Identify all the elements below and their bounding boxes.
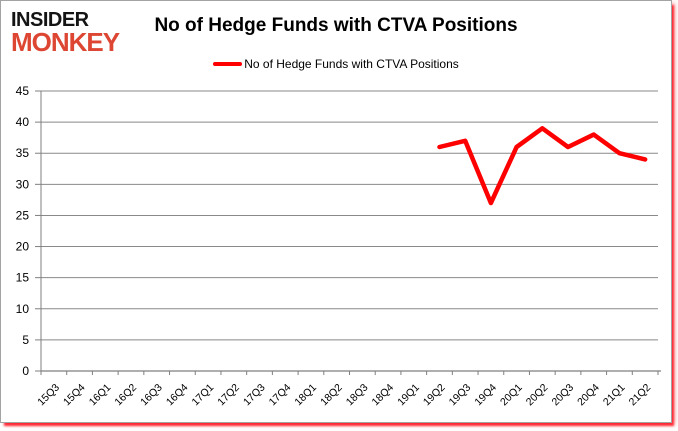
x-tick-label: 18Q2 [318,382,345,409]
x-tick-label: 18Q3 [344,382,371,409]
svg-text:0: 0 [22,364,29,378]
chart-title: No of Hedge Funds with CTVA Positions [154,15,518,36]
chart-card: INSIDER MONKEY No of Hedge Funds with CT… [0,0,672,423]
logo-text-insider: INSIDER [11,9,89,31]
x-tick-label: 16Q1 [87,382,114,409]
svg-text:40: 40 [16,115,30,129]
x-tick-label: 21Q2 [627,382,654,409]
svg-text:20: 20 [16,240,30,254]
svg-text:45: 45 [16,84,30,98]
x-tick-label: 16Q4 [164,382,191,409]
legend: No of Hedge Funds with CTVA Positions [1,57,671,71]
series-line [437,126,648,206]
hedge-funds-line-chart: 0 5 10 15 20 25 30 35 40 45 15Q3 15Q4 16Q1 16Q2 16Q3 16… [16,84,661,409]
x-tick-label: 20Q1 [498,382,525,409]
x-tick-label: 17Q1 [190,382,217,409]
x-tick-label: 20Q4 [575,382,602,409]
x-tick-label: 20Q3 [549,382,576,409]
logo-text-monkey: MONKEY [11,27,120,57]
x-tick-label: 21Q1 [601,382,628,409]
legend-line-swatch [213,62,243,66]
x-tick-label: 18Q1 [292,382,319,409]
x-tick-label: 15Q4 [61,382,88,409]
x-tick-label: 18Q4 [370,382,397,409]
svg-text:30: 30 [16,177,30,191]
svg-text:5: 5 [22,333,29,347]
x-tick-label: 19Q1 [395,382,422,409]
insider-monkey-logo: INSIDER MONKEY [11,9,120,57]
x-tick-label: 17Q4 [267,382,294,409]
axes [35,90,661,375]
x-tick-label: 19Q2 [421,382,448,409]
gridlines [41,90,658,341]
series-lines [437,126,648,206]
x-tick-label: 16Q2 [112,382,139,409]
x-tick-label: 17Q2 [215,382,242,409]
svg-text:10: 10 [16,302,30,316]
x-tick-label: 19Q4 [472,382,499,409]
x-tick-label: 20Q2 [524,382,551,409]
svg-text:25: 25 [16,208,30,222]
svg-text:35: 35 [16,146,30,160]
x-tick-label: 17Q3 [241,382,268,409]
x-tick-label: 15Q3 [35,382,62,409]
x-tick-label: 19Q3 [447,382,474,409]
x-axis-labels: 15Q3 15Q4 16Q1 16Q2 16Q3 16Q4 17Q1 17Q2 17Q3 17Q4… [35,382,653,409]
svg-text:15: 15 [16,271,30,285]
x-tick-label: 16Q3 [138,382,165,409]
y-axis-labels: 0 5 10 15 20 25 30 35 40 45 [16,84,30,378]
legend-label: No of Hedge Funds with CTVA Positions [244,57,459,71]
